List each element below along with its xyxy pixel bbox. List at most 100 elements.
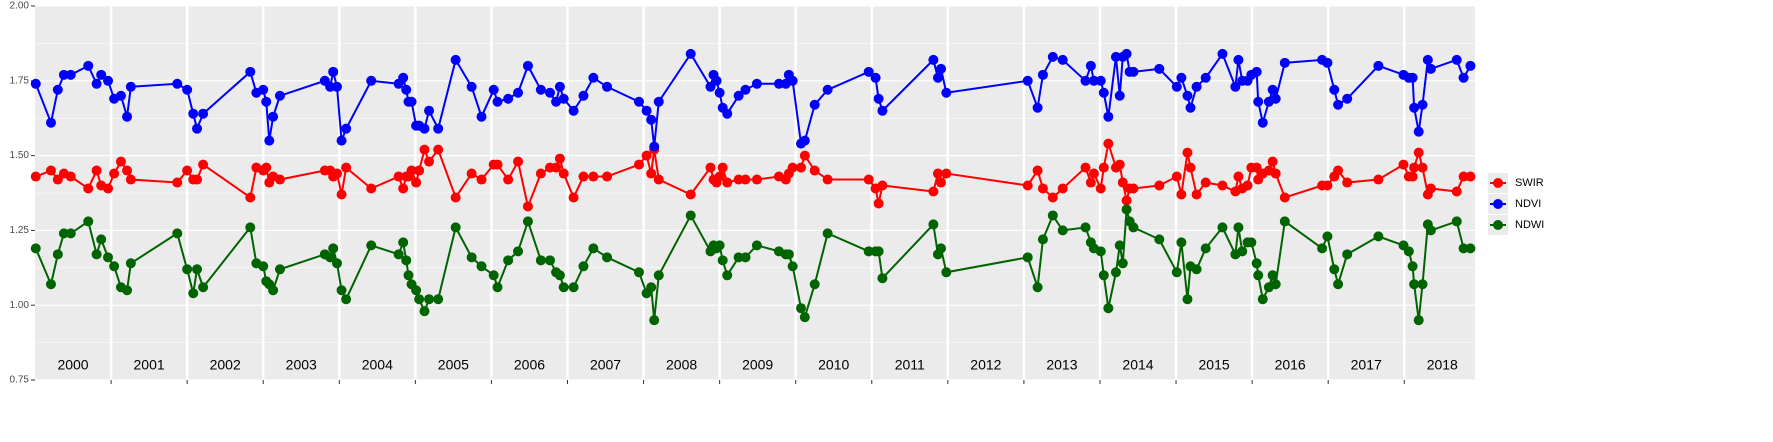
data-point <box>1417 162 1428 173</box>
data-point <box>1251 66 1262 77</box>
data-point <box>115 156 126 167</box>
data-point <box>424 156 435 167</box>
data-point <box>602 252 613 263</box>
data-point <box>588 171 599 182</box>
data-point <box>722 270 733 281</box>
data-point <box>450 54 461 65</box>
data-point <box>863 66 874 77</box>
data-point <box>1200 243 1211 254</box>
data-point <box>476 261 487 272</box>
data-point <box>1279 57 1290 68</box>
data-point <box>602 171 613 182</box>
data-point <box>578 171 589 182</box>
data-point <box>52 84 63 95</box>
data-point <box>1128 183 1139 194</box>
data-point <box>578 90 589 101</box>
y-tick-label: 1.25 <box>10 225 30 236</box>
data-point <box>522 216 533 227</box>
data-point <box>182 84 193 95</box>
data-point <box>1217 48 1228 59</box>
data-point <box>633 267 644 278</box>
data-point <box>1047 51 1058 62</box>
y-tick-label: 1.75 <box>10 75 30 86</box>
data-point <box>717 255 728 266</box>
data-point <box>125 258 136 269</box>
data-point <box>274 90 285 101</box>
data-point <box>1342 93 1353 104</box>
data-point <box>65 228 76 239</box>
data-point <box>685 210 696 221</box>
data-point <box>1128 222 1139 233</box>
data-point <box>96 234 107 245</box>
data-point <box>685 189 696 200</box>
data-point <box>1413 126 1424 137</box>
data-point <box>1242 180 1253 191</box>
data-point <box>1088 75 1099 86</box>
data-point <box>325 252 336 263</box>
data-point <box>1451 216 1462 227</box>
data-point <box>809 279 820 290</box>
data-point <box>476 111 487 122</box>
data-point <box>1458 171 1469 182</box>
data-point <box>109 261 120 272</box>
data-point <box>711 75 722 86</box>
year-label: 2004 <box>362 357 393 373</box>
data-point <box>45 117 56 128</box>
data-point <box>1037 234 1048 245</box>
data-point <box>1191 81 1202 92</box>
data-point <box>466 252 477 263</box>
data-point <box>1176 189 1187 200</box>
legend-label: SWIR <box>1515 177 1544 189</box>
data-point <box>188 288 199 299</box>
data-point <box>406 165 417 176</box>
year-label: 2012 <box>970 357 1001 373</box>
data-point <box>433 144 444 155</box>
data-point <box>125 174 136 185</box>
data-point <box>588 72 599 83</box>
data-point <box>172 78 183 89</box>
data-point <box>65 171 76 182</box>
data-point <box>1117 177 1128 188</box>
data-point <box>578 261 589 272</box>
data-point <box>419 123 430 134</box>
data-point <box>641 150 652 161</box>
data-point <box>722 108 733 119</box>
data-point <box>1080 162 1091 173</box>
data-point <box>1095 183 1106 194</box>
data-point <box>740 84 751 95</box>
data-point <box>633 159 644 170</box>
data-point <box>1085 177 1096 188</box>
data-point <box>1422 54 1433 65</box>
data-point <box>1110 267 1121 278</box>
data-point <box>873 246 884 257</box>
data-point <box>192 123 203 134</box>
data-point <box>268 111 279 122</box>
data-point <box>1098 270 1109 281</box>
data-point <box>401 255 412 266</box>
data-point <box>568 282 579 293</box>
y-tick-label: 1.50 <box>10 150 30 161</box>
data-point <box>419 144 430 155</box>
data-point <box>1121 48 1132 59</box>
data-point <box>1407 72 1418 83</box>
data-point <box>172 177 183 188</box>
data-point <box>714 87 725 98</box>
data-point <box>1154 180 1165 191</box>
data-point <box>398 237 409 248</box>
data-point <box>403 270 414 281</box>
year-label: 2003 <box>286 357 317 373</box>
data-point <box>331 258 342 269</box>
data-point <box>863 174 874 185</box>
data-point <box>787 162 798 173</box>
y-tick-label: 2.00 <box>10 1 30 12</box>
data-point <box>1171 267 1182 278</box>
data-point <box>1182 90 1193 101</box>
data-point <box>1032 102 1043 113</box>
data-point <box>401 84 412 95</box>
data-point <box>773 78 784 89</box>
data-point <box>1032 282 1043 293</box>
data-point <box>406 96 417 107</box>
data-point <box>109 168 120 179</box>
data-point <box>414 165 425 176</box>
data-point <box>751 78 762 89</box>
